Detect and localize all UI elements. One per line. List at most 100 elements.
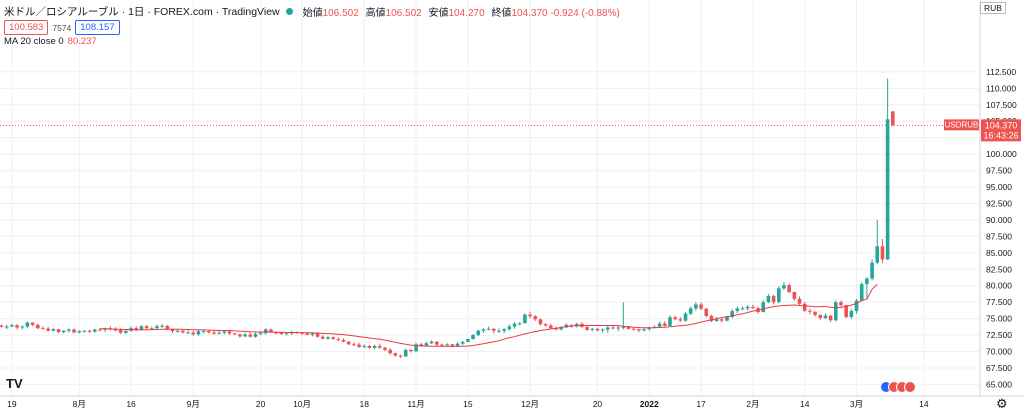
candle [859,284,864,301]
candle [834,302,838,321]
candle [424,343,429,346]
time-tick-label: 17 [696,399,706,409]
last-price-value: 104.370 [985,120,1018,130]
price-tick-label: 107.500 [986,100,1017,110]
candle [616,327,620,329]
candle [590,328,595,330]
candle [46,328,50,331]
candle [170,328,175,332]
candle [844,305,848,317]
candles [0,78,895,359]
time-tick-label: 15 [463,399,473,409]
price-tick-label: 95.000 [986,182,1012,192]
symbol-tag-bg [944,119,979,131]
candle [854,300,859,312]
candle [217,332,221,334]
candle [621,326,626,328]
flag-event-icon[interactable] [904,381,916,393]
candle [740,308,745,310]
candle [0,325,4,327]
time-tick-label: 11月 [407,399,424,409]
candle [865,278,869,285]
candle [460,341,465,344]
candle [82,330,87,332]
price-axis[interactable]: 65.000 67.500 70.000 72.500 75.000 77.500 80.0… [986,67,1017,390]
candle [471,335,475,340]
time-tick-label: 14 [800,399,810,409]
candle [673,317,677,320]
open-key: 始値 [302,8,323,19]
candle [683,313,688,321]
candle [782,285,786,289]
sell-button[interactable]: 100.583 [4,20,49,35]
candle [787,285,791,292]
candle [310,333,315,335]
candle [719,319,724,321]
candle [730,311,734,317]
ma-legend[interactable]: MA 20 close 0 80.237 [4,36,97,47]
candle [611,327,615,329]
spread-value: 7574 [52,22,72,33]
candle [735,308,740,312]
candle [165,325,170,329]
candle [554,328,558,330]
market-status-icon [285,8,293,15]
candle [372,345,377,348]
ohlc-legend: 始値106.502 高値106.502 安値104.270 終値104.370 … [299,4,620,19]
candle [15,325,19,328]
time-tick-label: 19 [7,399,17,409]
candle [258,333,263,335]
ma-value: 80.237 [67,36,97,47]
candle [626,326,631,329]
candle [585,326,589,330]
candle [92,329,97,332]
candle [481,329,486,331]
price-tick-label: 97.500 [986,166,1012,176]
time-tick-label: 14 [919,399,929,409]
tradingview-logo-icon[interactable]: TV [6,376,23,391]
candle [709,315,714,321]
symbol-tag-label: USDRUB [945,120,979,129]
candle [77,331,82,333]
candle [507,326,512,330]
gear-icon[interactable]: ⚙ [996,396,1008,411]
candle [326,337,330,339]
price-tick-label: 70.000 [986,347,1012,357]
candle [517,323,522,325]
candle [243,334,247,337]
event-flags[interactable] [880,381,916,393]
candle [383,347,387,350]
candle [512,323,517,327]
candle [377,345,382,348]
candle [67,329,71,331]
candle [222,331,227,333]
candle [574,323,579,327]
candle [745,306,750,309]
candle [725,316,729,321]
candle [440,344,444,346]
candle [393,353,398,356]
currency-selector[interactable]: RUB [980,2,1006,14]
candle [118,329,123,333]
ma-label: MA 20 close 0 [4,36,64,47]
candle [704,308,709,316]
candle [631,328,636,330]
candle [320,336,325,339]
candle [41,328,45,330]
candle [403,349,408,357]
candle [802,303,807,311]
time-axis[interactable]: 19 8月 16 9月 20 10月 18 11月 15 12月 20 2022 17 2月 14 3月 14 [7,399,929,409]
candle [637,329,641,331]
candle [263,329,268,334]
time-tick-label: 10月 [293,399,311,409]
candle [486,328,491,330]
candle [51,329,56,331]
candle [533,316,538,320]
candle [476,330,481,336]
buy-button[interactable]: 108.157 [75,20,120,35]
symbol-title[interactable]: 米ドル／ロシアルーブル · 1日 · FOREX.com · TradingVi… [4,6,280,18]
time-tick-label: 20 [256,399,266,409]
time-tick-label: 2022 [640,399,659,409]
candle [777,288,781,303]
